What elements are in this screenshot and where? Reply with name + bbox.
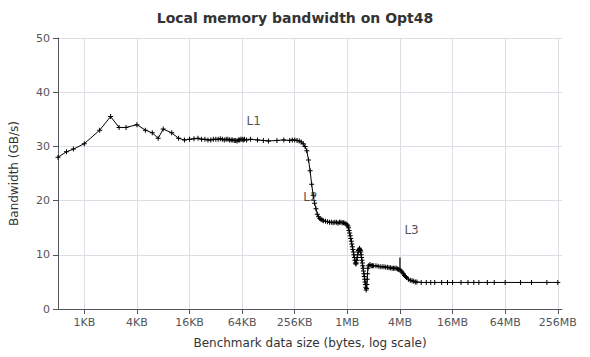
svg-text:Local memory bandwidth on Opt4: Local memory bandwidth on Opt48 bbox=[157, 10, 433, 26]
svg-text:256KB: 256KB bbox=[277, 316, 313, 329]
svg-text:20: 20 bbox=[36, 194, 50, 207]
svg-text:30: 30 bbox=[36, 140, 50, 153]
svg-text:16KB: 16KB bbox=[175, 316, 204, 329]
svg-text:0: 0 bbox=[43, 303, 50, 316]
svg-text:4MB: 4MB bbox=[388, 316, 412, 329]
svg-text:64KB: 64KB bbox=[228, 316, 257, 329]
svg-text:10: 10 bbox=[36, 248, 50, 261]
svg-text:1KB: 1KB bbox=[73, 316, 95, 329]
svg-text:L3: L3 bbox=[404, 223, 418, 237]
svg-text:256MB: 256MB bbox=[539, 316, 577, 329]
svg-text:40: 40 bbox=[36, 86, 50, 99]
svg-text:1MB: 1MB bbox=[335, 316, 359, 329]
svg-text:50: 50 bbox=[36, 32, 50, 45]
svg-text:L2: L2 bbox=[303, 190, 317, 204]
svg-text:Benchmark data size (bytes, lo: Benchmark data size (bytes, log scale) bbox=[193, 336, 426, 350]
svg-text:64MB: 64MB bbox=[490, 316, 521, 329]
svg-text:Bandwidth (GB/s): Bandwidth (GB/s) bbox=[7, 121, 21, 226]
svg-text:L1: L1 bbox=[247, 114, 261, 128]
svg-text:16MB: 16MB bbox=[437, 316, 468, 329]
svg-text:4KB: 4KB bbox=[126, 316, 148, 329]
